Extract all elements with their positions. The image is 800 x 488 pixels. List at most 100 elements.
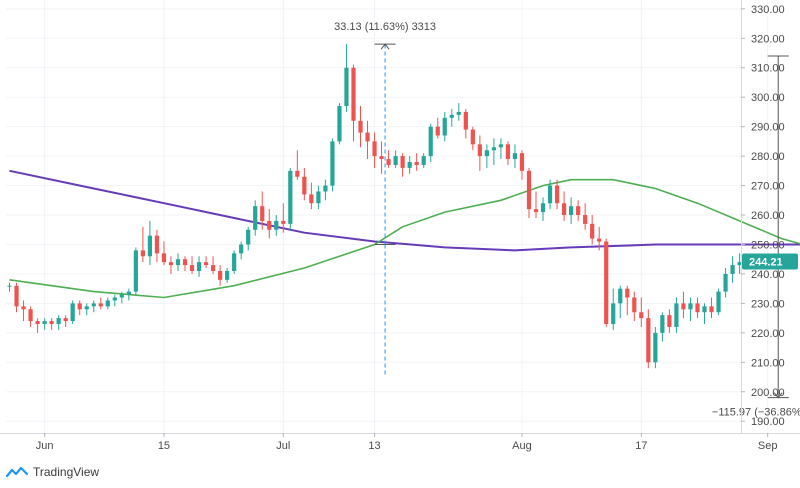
measure-up[interactable]: 33.13 (11.63%) 3313 — [334, 21, 436, 245]
candle-body — [561, 203, 567, 216]
candle — [597, 226, 602, 251]
candle-body — [168, 262, 174, 266]
candle-body — [260, 206, 265, 221]
candle — [379, 141, 384, 174]
measure-down-label: −115.97 (−36.86%) −11597 — [712, 407, 800, 419]
candle-body — [91, 303, 96, 307]
candle-body — [737, 262, 742, 266]
candle — [723, 268, 728, 298]
candle-body — [709, 306, 714, 313]
candle-body — [7, 285, 12, 287]
candle-body — [695, 303, 700, 313]
candle-body — [569, 206, 574, 216]
candle — [688, 297, 693, 322]
candle — [400, 153, 405, 177]
candle — [435, 117, 440, 139]
candle — [98, 297, 103, 310]
x-tick-label: Jun — [36, 440, 54, 452]
candle — [709, 297, 714, 319]
candle-body — [105, 300, 110, 307]
last-price-badge[interactable] — [742, 253, 798, 270]
candle-body — [583, 215, 588, 224]
y-tick-label: 210.00 — [751, 357, 785, 369]
y-tick-label: 300.00 — [751, 92, 785, 104]
candle — [295, 150, 300, 180]
x-tick-label: 13 — [368, 440, 380, 452]
measure-down[interactable]: −115.97 (−36.86%) −11597 — [712, 55, 800, 419]
candle — [63, 315, 68, 327]
candle — [639, 297, 644, 327]
candle — [484, 144, 489, 168]
candle-body — [449, 114, 454, 118]
candle-body — [154, 235, 160, 254]
candle-body — [63, 318, 68, 322]
candle — [470, 126, 475, 151]
candle-body — [351, 67, 356, 121]
candle — [561, 191, 567, 221]
candle-body — [126, 291, 131, 295]
candle — [554, 179, 560, 210]
last-price-label: 244.21 — [749, 257, 783, 269]
candle-body — [21, 306, 26, 310]
candle-body — [295, 170, 300, 177]
candle-body — [189, 265, 195, 271]
y-tick-label: 260.00 — [751, 210, 785, 222]
candle — [126, 288, 131, 301]
candle-body — [477, 144, 482, 157]
candle — [695, 297, 700, 319]
y-tick-label: 310.00 — [751, 63, 785, 75]
candle — [77, 300, 82, 316]
candle-body — [653, 332, 658, 363]
candle-body — [56, 318, 61, 325]
measure-tools: 33.13 (11.63%) 3313 −115.97 (−36.86%) −11… — [334, 21, 800, 418]
candle-body — [253, 206, 258, 230]
candle-body — [547, 185, 553, 204]
candle — [203, 256, 209, 269]
candle-body — [358, 120, 363, 133]
candle-body — [344, 67, 349, 107]
candle-body — [576, 206, 581, 216]
candle — [168, 256, 174, 274]
candle — [583, 203, 588, 230]
candle — [91, 300, 96, 313]
candle-body — [723, 273, 728, 292]
candle-body — [632, 297, 637, 313]
candle-body — [660, 315, 665, 333]
candle-body — [554, 185, 560, 204]
candle — [189, 256, 195, 274]
x-tick-label: Jul — [276, 440, 290, 452]
candle-body — [70, 303, 75, 322]
candle — [505, 141, 511, 165]
time-axis[interactable]: Jun 15 Jul 13 Aug 17 Sep — [0, 433, 800, 452]
candle — [372, 132, 377, 168]
candle-body — [337, 106, 342, 142]
candle-body — [491, 147, 496, 151]
price-axis[interactable]: 330.00 320.00 310.00 300.00 290.00 280.00 270.… — [741, 0, 798, 433]
candle-body — [519, 153, 525, 171]
candle — [716, 288, 721, 316]
candle-body — [365, 132, 370, 142]
candle — [625, 285, 630, 316]
candle — [498, 138, 504, 160]
candle — [105, 297, 110, 310]
candle-body — [702, 306, 707, 313]
candle-body — [400, 156, 405, 168]
candle — [323, 179, 328, 201]
candle-body — [681, 303, 686, 310]
candle — [737, 253, 742, 274]
tradingview-branding[interactable]: TradingView — [6, 461, 99, 483]
candle-body — [267, 220, 272, 230]
candle — [576, 200, 581, 221]
tradingview-logo-icon — [6, 466, 28, 478]
candle-body — [470, 129, 475, 145]
candle — [42, 318, 47, 330]
candle — [526, 167, 532, 218]
candle-body — [281, 220, 286, 224]
candle-body — [203, 262, 209, 266]
candle — [225, 268, 230, 283]
candle — [330, 138, 335, 192]
y-tick-label: 190.00 — [751, 416, 785, 428]
candle-body — [442, 117, 447, 136]
candle-body — [225, 270, 230, 280]
